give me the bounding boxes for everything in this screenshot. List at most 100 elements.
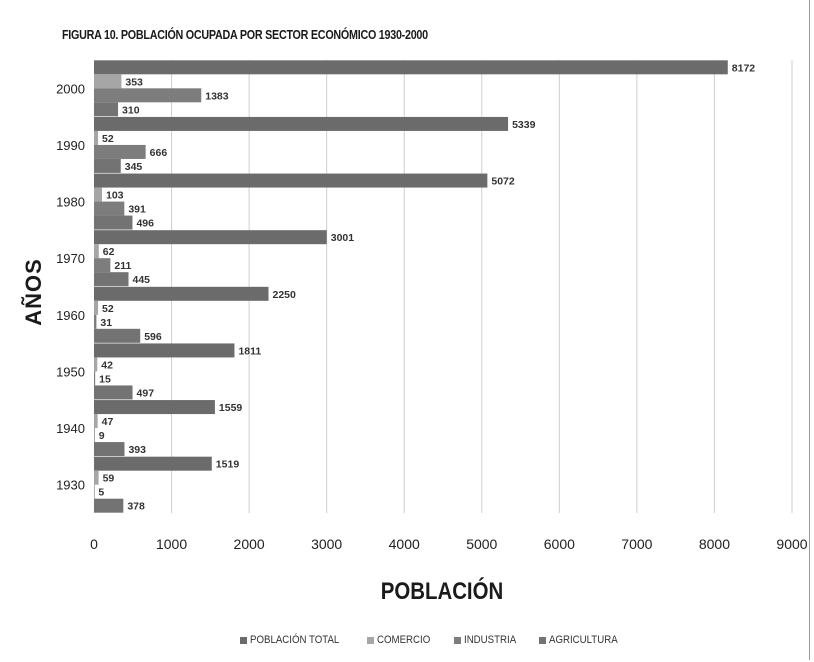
data-label: 310 (122, 104, 140, 116)
x-tick-label: 7000 (621, 536, 652, 552)
data-label: 391 (128, 204, 146, 216)
legend: POBLACIÓN TOTAL COMERCIO INDUSTRIA AGRICULT… (240, 634, 627, 646)
legend-swatch (367, 636, 375, 644)
data-label: 59 (103, 473, 115, 485)
x-tick-label: 8000 (699, 536, 730, 552)
data-label: 9 (99, 430, 105, 442)
bar (94, 442, 125, 457)
bar (94, 300, 99, 315)
y-tick-label: 1940 (56, 421, 85, 436)
bar (94, 371, 96, 386)
bar (94, 343, 235, 358)
bar (94, 102, 119, 117)
data-label: 103 (106, 190, 124, 202)
data-label: 5339 (512, 119, 536, 131)
data-label: 52 (102, 303, 114, 315)
x-tick-label: 6000 (544, 536, 575, 552)
bar (94, 130, 99, 145)
data-label: 52 (102, 133, 114, 145)
bar (94, 144, 146, 159)
legend-item: COMERCIO (367, 634, 438, 646)
bar (94, 244, 99, 259)
data-label: 47 (102, 416, 114, 428)
bar (94, 314, 97, 329)
y-tick-label: 1930 (56, 478, 85, 493)
legend-label: AGRICULTURA (549, 634, 618, 646)
bar (94, 215, 133, 230)
bar (94, 357, 98, 372)
bar (94, 400, 215, 415)
data-label: 42 (101, 359, 113, 371)
bar (94, 74, 122, 89)
data-labels: 1519 59 5 378 1559 47 9 393 1811 42 15 497 2250 52 31 5… (98, 62, 755, 512)
data-label: 1383 (205, 90, 229, 102)
data-label: 666 (150, 147, 168, 159)
data-label: 211 (114, 260, 131, 272)
data-label: 5072 (491, 176, 515, 188)
legend-swatch (453, 636, 461, 644)
bar (94, 456, 212, 471)
grid-lines (171, 60, 793, 513)
x-axis-title: POBLACIÓN (370, 578, 514, 606)
data-label: 496 (136, 218, 154, 230)
legend-label: INDUSTRIA (463, 634, 517, 646)
data-label: 353 (125, 76, 143, 88)
x-tick-label: 1000 (156, 536, 187, 552)
x-axis-title-text: POBLACIÓN (380, 578, 504, 605)
data-label: 5 (98, 487, 104, 499)
bar (94, 414, 98, 429)
y-tick-labels: 1930 1940 1950 1960 1970 1980 1990 2000 (56, 81, 85, 492)
data-label: 8172 (732, 62, 756, 74)
data-label: 596 (144, 331, 162, 343)
y-tick-label: 1950 (56, 364, 85, 379)
data-label: 1811 (238, 345, 261, 357)
legend-item: POBLACIÓN TOTAL (240, 634, 351, 646)
data-label: 31 (100, 317, 112, 329)
legend-swatch (240, 636, 247, 644)
y-tick-label: 2000 (56, 81, 85, 96)
x-tick-labels: 0 1000 2000 3000 4000 5000 6000 7000 8000 9000 (90, 536, 808, 552)
data-label: 62 (103, 246, 115, 258)
y-tick-label: 1990 (56, 138, 85, 153)
y-tick-label: 1980 (56, 195, 85, 210)
bar (94, 328, 141, 343)
bar (94, 173, 488, 188)
bar (94, 385, 133, 400)
x-tick-label: 9000 (776, 536, 807, 552)
data-label: 445 (133, 274, 151, 286)
x-tick-label: 5000 (466, 536, 497, 552)
legend-item: AGRICULTURA (539, 634, 627, 646)
y-tick-label: 1970 (56, 251, 85, 266)
bar (94, 88, 202, 103)
data-label: 345 (125, 161, 143, 173)
bar (94, 158, 121, 173)
bar (94, 484, 95, 499)
bar (94, 60, 728, 75)
bar (94, 230, 327, 245)
x-tick-label: 0 (90, 536, 98, 552)
data-label: 1519 (216, 459, 240, 471)
bar (94, 201, 125, 216)
y-tick-label: 1960 (56, 308, 85, 323)
bar (94, 498, 124, 513)
data-label: 2250 (273, 289, 297, 301)
bar (94, 258, 111, 273)
bar (94, 286, 269, 301)
data-label: 393 (128, 444, 146, 456)
bar (94, 272, 129, 287)
x-tick-label: 4000 (389, 536, 420, 552)
data-label: 15 (99, 373, 111, 385)
bar (94, 428, 95, 443)
data-label: 497 (137, 387, 155, 399)
bar (94, 116, 509, 131)
x-tick-label: 3000 (311, 536, 342, 552)
legend-swatch (539, 636, 547, 644)
legend-item: INDUSTRIA (453, 634, 523, 646)
bar (94, 470, 99, 485)
x-tick-label: 2000 (234, 536, 265, 552)
bar (94, 187, 102, 202)
bars (94, 60, 728, 513)
data-label: 3001 (331, 232, 355, 244)
